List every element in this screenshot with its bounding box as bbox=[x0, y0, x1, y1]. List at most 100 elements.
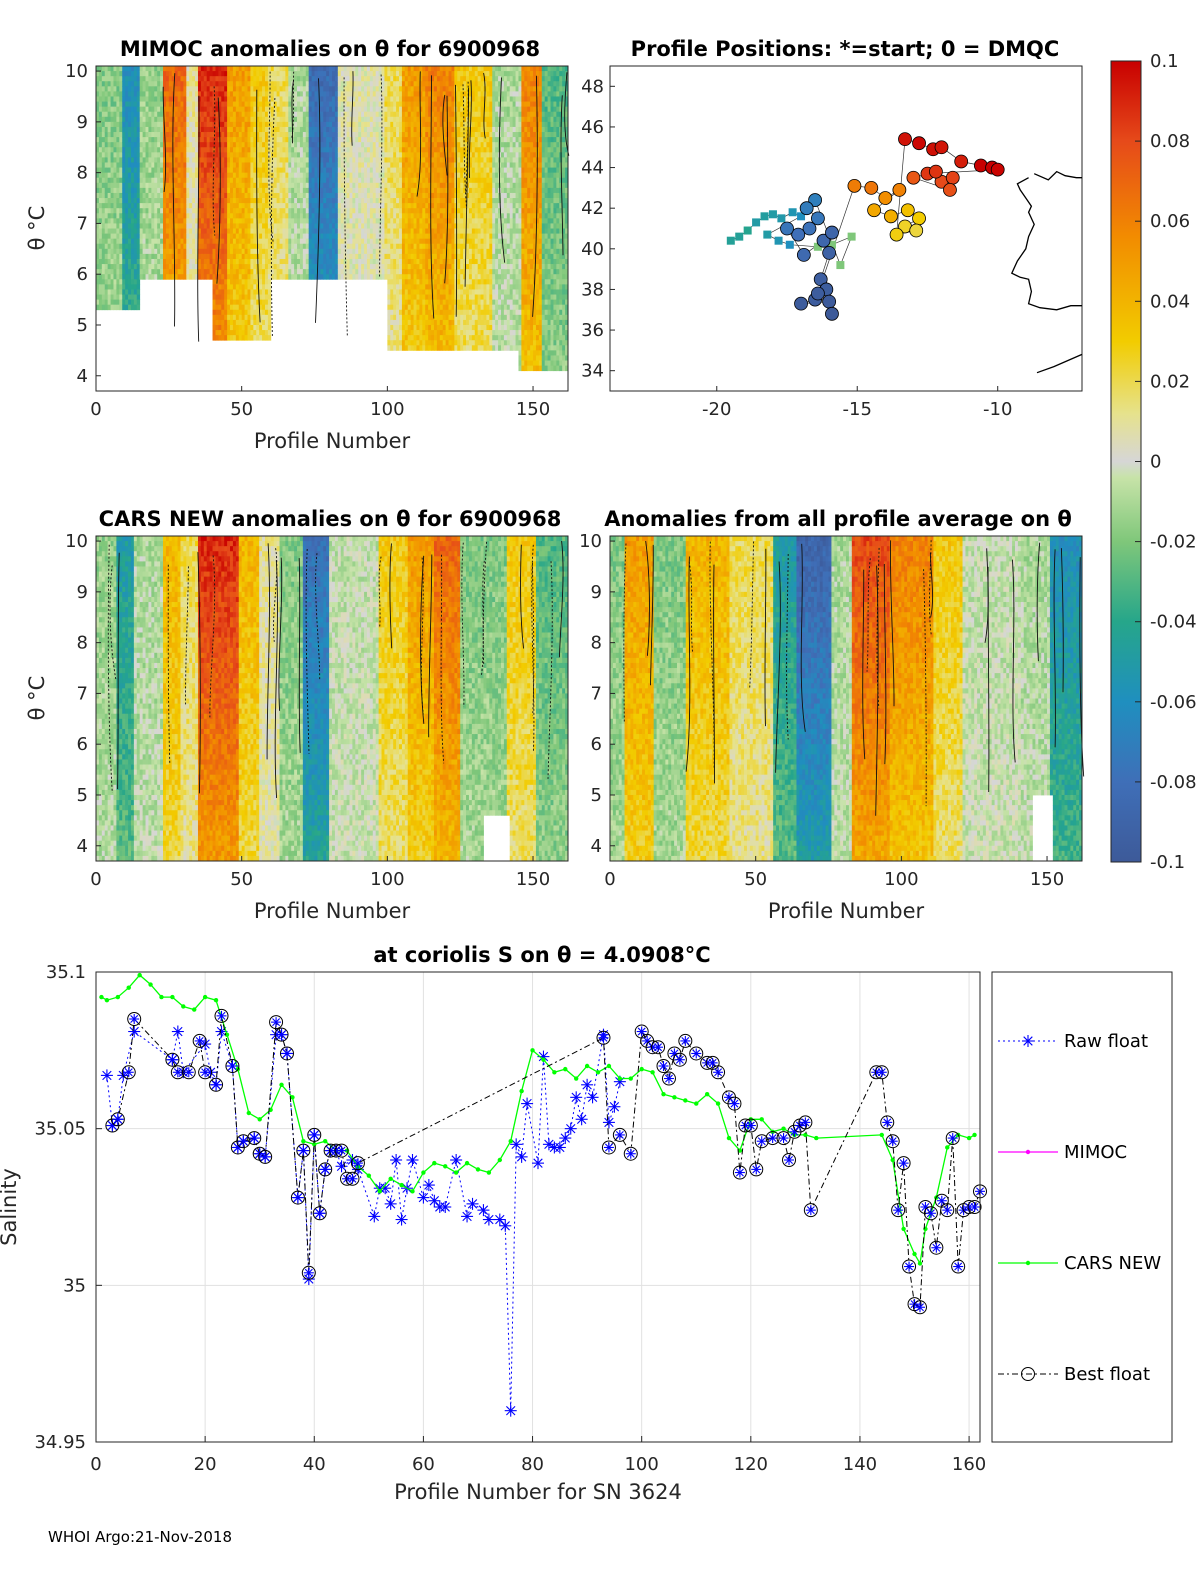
heat-cell bbox=[134, 239, 137, 244]
heat-cell bbox=[137, 142, 140, 147]
heat-cell bbox=[134, 188, 137, 193]
heat-cell bbox=[163, 76, 166, 81]
heat-cell bbox=[122, 71, 125, 76]
heat-cell bbox=[154, 178, 157, 183]
heat-cell bbox=[154, 264, 157, 269]
heat-cell bbox=[128, 127, 131, 132]
heat-cell bbox=[140, 76, 143, 81]
heat-cell bbox=[105, 81, 108, 86]
heat-cell bbox=[148, 269, 151, 274]
heat-cell bbox=[137, 91, 140, 96]
heat-cell bbox=[105, 198, 108, 203]
heat-cell bbox=[102, 249, 105, 254]
heat-cell bbox=[131, 137, 134, 142]
heat-cell bbox=[140, 213, 143, 218]
heat-cell bbox=[160, 198, 163, 203]
heat-cell bbox=[102, 96, 105, 101]
heat-cell bbox=[151, 127, 154, 132]
heat-cell bbox=[143, 162, 146, 167]
heat-cell bbox=[157, 122, 160, 127]
heat-cell bbox=[157, 193, 160, 198]
heat-cell bbox=[116, 208, 119, 213]
heat-cell bbox=[137, 96, 140, 101]
heat-cell bbox=[122, 188, 125, 193]
heat-cell bbox=[143, 188, 146, 193]
heat-cell bbox=[116, 127, 119, 132]
heat-cell bbox=[122, 107, 125, 112]
heat-cell bbox=[157, 168, 160, 173]
heat-cell bbox=[113, 112, 116, 117]
heat-cell bbox=[137, 305, 140, 310]
heat-cell bbox=[122, 259, 125, 264]
heat-cell bbox=[116, 284, 119, 289]
heat-cell bbox=[113, 132, 116, 137]
heat-cell bbox=[105, 66, 108, 71]
heat-cell bbox=[140, 218, 143, 223]
heat-cell bbox=[122, 137, 125, 142]
heat-cell bbox=[140, 254, 143, 259]
heat-cell bbox=[131, 259, 134, 264]
heat-cell bbox=[125, 274, 128, 279]
heat-cell bbox=[143, 147, 146, 152]
heat-cell bbox=[113, 193, 116, 198]
heat-cell bbox=[128, 162, 131, 167]
heat-cell bbox=[119, 300, 122, 305]
heat-cell bbox=[131, 178, 134, 183]
heat-cell bbox=[140, 102, 143, 107]
heat-cell bbox=[157, 142, 160, 147]
heat-cell bbox=[119, 229, 122, 234]
heat-cell bbox=[143, 229, 146, 234]
heat-cell bbox=[134, 76, 137, 81]
heat-cell bbox=[122, 244, 125, 249]
heat-cell bbox=[102, 208, 105, 213]
heat-cell bbox=[131, 249, 134, 254]
heat-cell bbox=[122, 112, 125, 117]
heat-cell bbox=[122, 239, 125, 244]
heat-cell bbox=[134, 142, 137, 147]
heat-cell bbox=[99, 223, 102, 228]
heat-cell bbox=[122, 86, 125, 91]
heat-cell bbox=[146, 274, 149, 279]
heat-cell bbox=[116, 188, 119, 193]
heat-cell bbox=[99, 137, 102, 142]
heat-cell bbox=[111, 91, 114, 96]
heat-cell bbox=[148, 218, 151, 223]
heat-cell bbox=[99, 81, 102, 86]
heat-cell bbox=[125, 254, 128, 259]
heat-cell bbox=[137, 162, 140, 167]
heat-cell bbox=[137, 234, 140, 239]
heat-cell bbox=[116, 96, 119, 101]
heat-cell bbox=[160, 162, 163, 167]
heat-cell bbox=[119, 244, 122, 249]
heat-cell bbox=[140, 66, 143, 71]
heat-cell bbox=[146, 122, 149, 127]
heat-cell bbox=[134, 132, 137, 137]
heat-cell bbox=[148, 127, 151, 132]
heat-cell bbox=[146, 71, 149, 76]
heat-cell bbox=[111, 249, 114, 254]
heat-cell bbox=[99, 259, 102, 264]
heat-cell bbox=[143, 274, 146, 279]
heat-cell bbox=[160, 274, 163, 279]
heat-cell bbox=[131, 173, 134, 178]
heat-cell bbox=[125, 96, 128, 101]
heat-cell bbox=[131, 218, 134, 223]
heat-cell bbox=[137, 183, 140, 188]
heat-cell bbox=[134, 152, 137, 157]
heat-cell bbox=[148, 188, 151, 193]
heat-cell bbox=[113, 234, 116, 239]
heat-cell bbox=[116, 203, 119, 208]
heat-cell bbox=[154, 71, 157, 76]
heat-cell bbox=[154, 254, 157, 259]
heat-cell bbox=[125, 223, 128, 228]
heat-cell bbox=[131, 254, 134, 259]
heat-cell bbox=[157, 147, 160, 152]
heat-cell bbox=[111, 213, 114, 218]
heat-cell bbox=[108, 117, 111, 122]
heat-cell bbox=[113, 229, 116, 234]
heat-cell bbox=[137, 259, 140, 264]
heat-cell bbox=[131, 193, 134, 198]
heat-cell bbox=[140, 234, 143, 239]
heat-cell bbox=[128, 234, 131, 239]
heat-cell bbox=[140, 193, 143, 198]
